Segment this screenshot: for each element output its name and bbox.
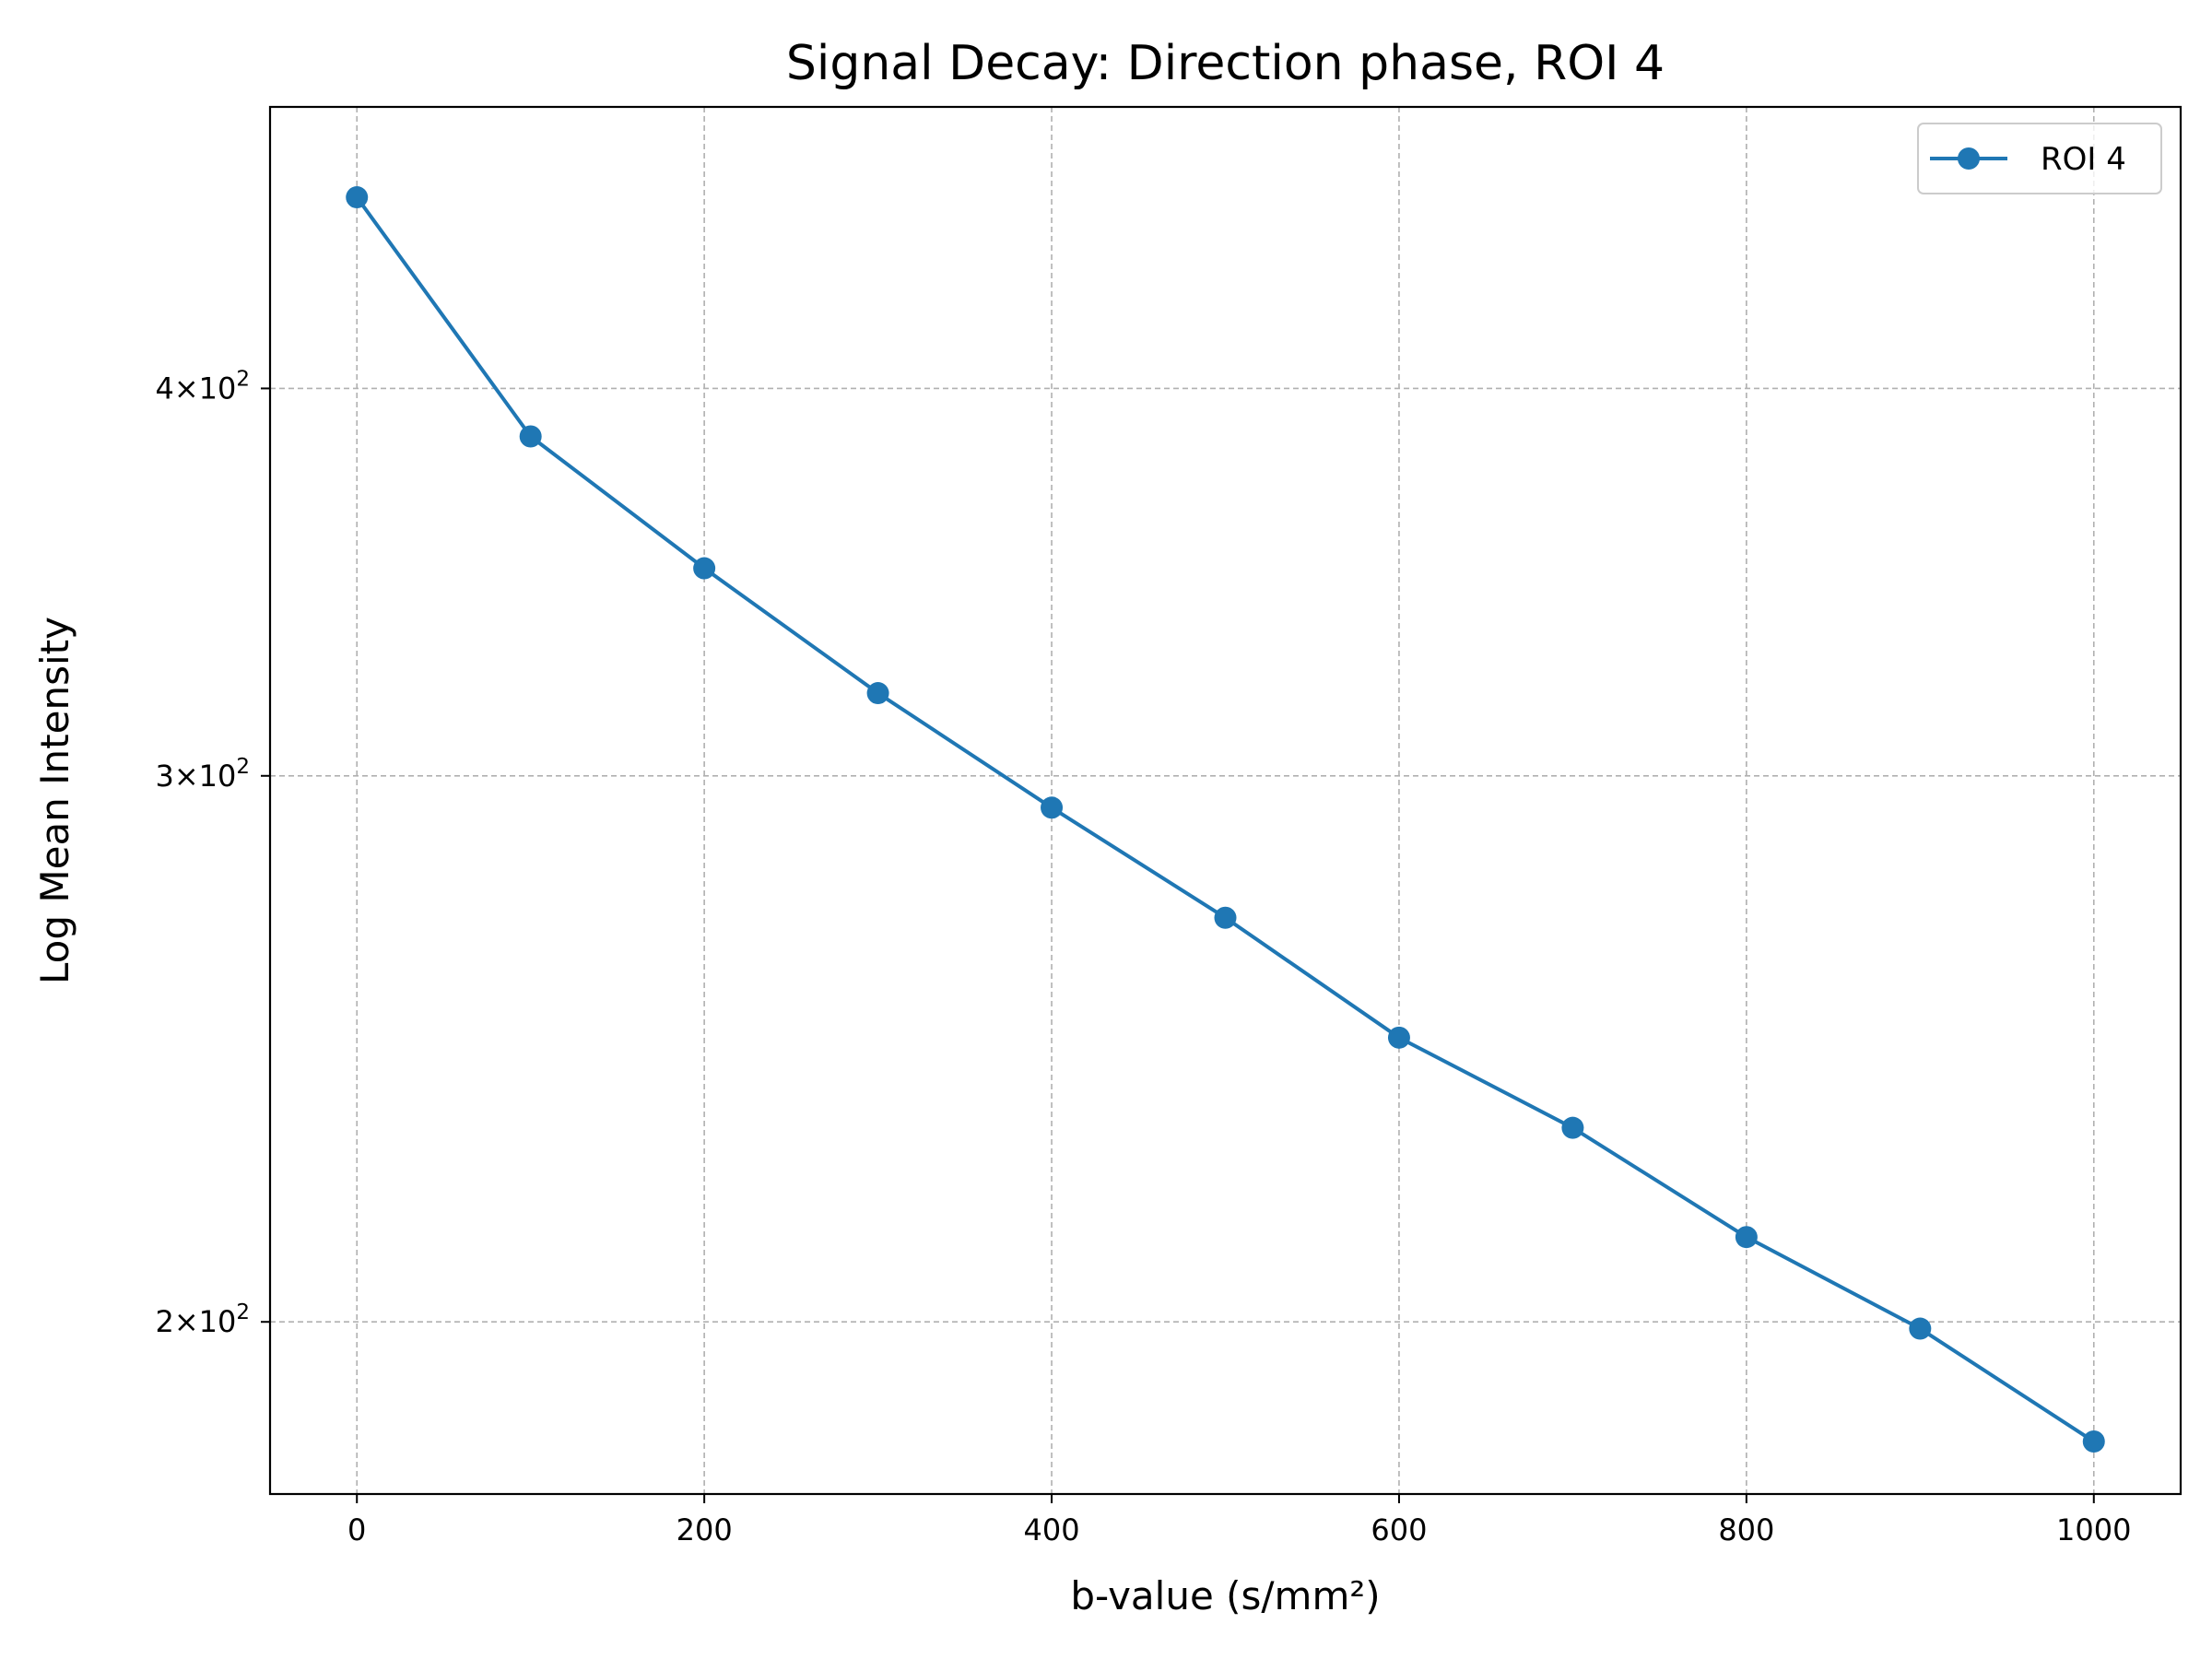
data-point <box>1909 1317 1932 1340</box>
data-point <box>1387 1026 1410 1049</box>
x-tick-label: 400 <box>1024 1512 1080 1547</box>
y-tick-label: 4×102 <box>155 367 250 406</box>
data-point <box>866 682 889 705</box>
x-axis-label: b-value (s/mm²) <box>1070 1573 1380 1618</box>
chart-title: Signal Decay: Direction phase, ROI 4 <box>786 36 1665 91</box>
data-point <box>1561 1116 1584 1139</box>
data-point <box>1214 906 1237 929</box>
ticks: 0 200 400 600 800 1000 2×102 3×102 4×102 <box>155 367 2131 1547</box>
data-point <box>2082 1430 2105 1453</box>
series-layer <box>346 186 2105 1453</box>
legend-marker <box>1958 147 1980 170</box>
x-tick-label: 0 <box>347 1512 366 1547</box>
data-point <box>519 425 542 448</box>
y-tick-label: 2×102 <box>155 1300 250 1339</box>
y-axis-label: Log Mean Intensity <box>32 617 77 984</box>
data-point <box>346 186 369 209</box>
data-point <box>1735 1226 1758 1249</box>
x-tick-label: 800 <box>1718 1512 1774 1547</box>
x-tick-label: 1000 <box>2056 1512 2131 1547</box>
y-tick-label: 3×102 <box>155 755 250 794</box>
legend-label: ROI 4 <box>2041 141 2126 178</box>
legend-box <box>1917 123 2162 194</box>
data-point <box>693 557 716 580</box>
data-point <box>1041 796 1064 819</box>
grid <box>270 107 2181 1494</box>
legend: ROI 4 <box>1917 123 2162 194</box>
x-tick-label: 600 <box>1371 1512 1427 1547</box>
x-tick-label: 200 <box>677 1512 733 1547</box>
plot-frame <box>268 105 2183 1496</box>
